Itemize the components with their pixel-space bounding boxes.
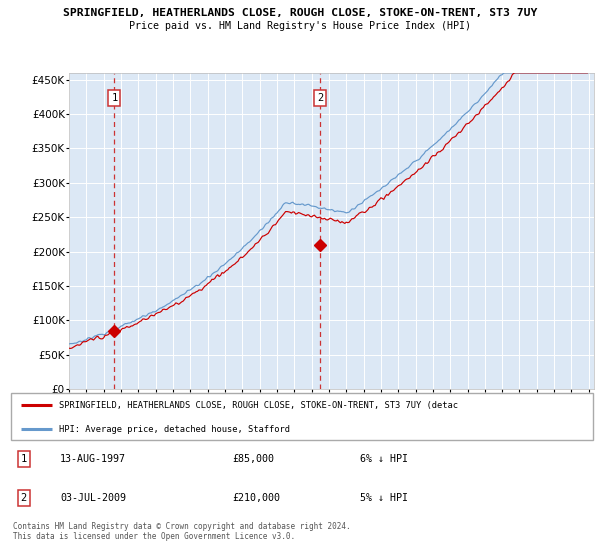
- Text: £210,000: £210,000: [232, 493, 280, 503]
- Text: 5% ↓ HPI: 5% ↓ HPI: [360, 493, 408, 503]
- Text: 03-JUL-2009: 03-JUL-2009: [60, 493, 126, 503]
- Text: £85,000: £85,000: [232, 454, 274, 464]
- Text: Contains HM Land Registry data © Crown copyright and database right 2024.
This d: Contains HM Land Registry data © Crown c…: [13, 522, 351, 542]
- Text: 13-AUG-1997: 13-AUG-1997: [60, 454, 126, 464]
- Text: SPRINGFIELD, HEATHERLANDS CLOSE, ROUGH CLOSE, STOKE-ON-TRENT, ST3 7UY (detac: SPRINGFIELD, HEATHERLANDS CLOSE, ROUGH C…: [59, 401, 458, 410]
- Text: 2: 2: [20, 493, 27, 503]
- Text: 6% ↓ HPI: 6% ↓ HPI: [360, 454, 408, 464]
- Text: HPI: Average price, detached house, Stafford: HPI: Average price, detached house, Staf…: [59, 425, 290, 434]
- Text: SPRINGFIELD, HEATHERLANDS CLOSE, ROUGH CLOSE, STOKE-ON-TRENT, ST3 7UY: SPRINGFIELD, HEATHERLANDS CLOSE, ROUGH C…: [63, 8, 537, 18]
- Text: Price paid vs. HM Land Registry's House Price Index (HPI): Price paid vs. HM Land Registry's House …: [129, 21, 471, 31]
- FancyBboxPatch shape: [11, 393, 593, 440]
- Text: 2: 2: [317, 93, 323, 103]
- Text: 1: 1: [111, 93, 118, 103]
- Text: 1: 1: [20, 454, 27, 464]
